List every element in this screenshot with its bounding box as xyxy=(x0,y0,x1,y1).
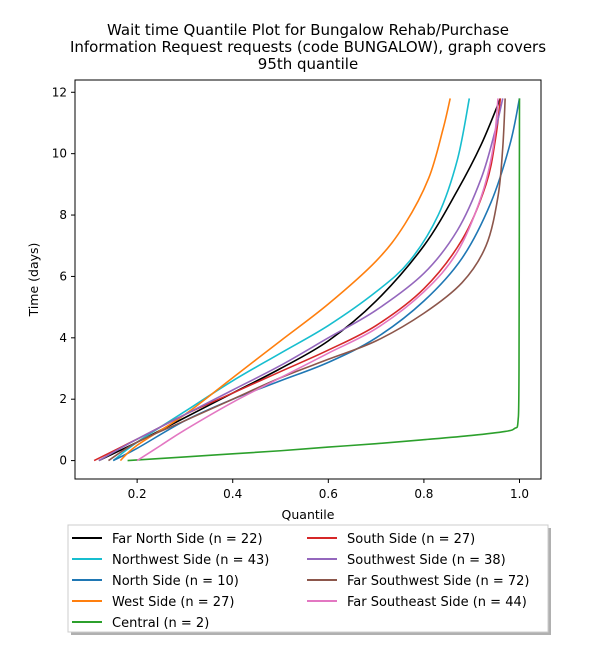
x-tick-label: 0.6 xyxy=(319,487,338,501)
legend-label: North Side (n = 10) xyxy=(112,574,239,589)
legend-label: Far North Side (n = 22) xyxy=(112,532,263,547)
x-axis: 0.2 0.4 0.6 0.8 1.0 xyxy=(128,479,529,501)
series-line-8 xyxy=(136,98,499,462)
legend-box xyxy=(67,524,549,633)
plot-frame xyxy=(74,79,542,480)
series-line-6 xyxy=(98,98,504,462)
y-tick-label: 12 xyxy=(52,85,67,99)
x-tick-label: 0.8 xyxy=(414,487,433,501)
y-tick-label: 4 xyxy=(59,331,67,345)
chart-title: Wait time Quantile Plot for Bungalow Reh… xyxy=(70,21,546,73)
legend-label: Far Southwest Side (n = 72) xyxy=(347,574,529,589)
plot-area xyxy=(74,79,542,480)
legend-label: Far Southeast Side (n = 44) xyxy=(347,595,527,610)
y-tick-label: 8 xyxy=(59,208,67,222)
legend-label: Southwest Side (n = 38) xyxy=(347,553,506,568)
y-tick-label: 2 xyxy=(59,392,67,406)
series-line-4 xyxy=(127,98,521,462)
series-line-5 xyxy=(93,98,502,462)
series-line-1 xyxy=(112,98,471,462)
x-tick-label: 1.0 xyxy=(510,487,529,501)
x-tick-label: 0.4 xyxy=(223,487,242,501)
y-axis: 0 2 4 6 8 10 12 xyxy=(52,85,75,468)
y-tick-label: 10 xyxy=(52,147,67,161)
title-line: 95th quantile xyxy=(258,55,358,73)
legend-label: Northwest Side (n = 43) xyxy=(112,553,269,568)
y-axis-label: Time (days) xyxy=(26,243,41,318)
y-tick-label: 6 xyxy=(59,269,67,283)
series-line-7 xyxy=(108,98,506,462)
legend-label: South Side (n = 27) xyxy=(347,532,475,547)
y-tick-label: 0 xyxy=(59,454,67,468)
series-lines xyxy=(93,98,521,462)
series-line-3 xyxy=(119,98,451,462)
series-line-0 xyxy=(98,98,502,462)
legend: Far North Side (n = 22) Northwest Side (n… xyxy=(67,524,551,635)
legend-label: West Side (n = 27) xyxy=(112,595,234,610)
x-axis-label: Quantile xyxy=(282,507,335,522)
title-line: Information Request requests (code BUNGA… xyxy=(70,38,546,56)
title-line: Wait time Quantile Plot for Bungalow Reh… xyxy=(107,21,509,39)
x-tick-label: 0.2 xyxy=(128,487,147,501)
legend-label: Central (n = 2) xyxy=(112,616,209,631)
